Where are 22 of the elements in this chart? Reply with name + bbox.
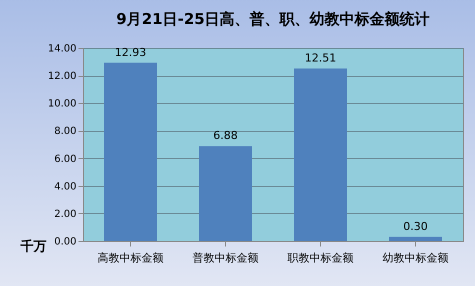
x-tick-label: 职教中标金额: [288, 252, 354, 264]
y-axis-title: 千万: [20, 238, 46, 254]
y-tick-label: 8.00: [54, 126, 76, 138]
x-tick-label: 高教中标金额: [98, 252, 164, 264]
y-tick-label: 12.00: [48, 71, 76, 82]
bar: [389, 236, 442, 241]
bar: [199, 146, 252, 241]
y-tick-label: 0.00: [54, 236, 76, 248]
y-tick-label: 6.00: [54, 154, 76, 165]
y-tick-label: 2.00: [54, 208, 76, 220]
data-label: 6.88: [213, 129, 238, 142]
x-tick-label: 普教中标金额: [192, 252, 258, 264]
chart-title: 9月21日-25日高、普、职、幼教中标金额统计: [116, 10, 430, 28]
bar: [294, 68, 347, 241]
data-label: 12.51: [304, 52, 336, 65]
data-label: 12.93: [114, 46, 146, 59]
y-tick-label: 14.00: [48, 44, 76, 54]
data-label: 0.30: [403, 220, 428, 233]
y-tick-label: 4.00: [54, 181, 76, 192]
y-tick-label: 10.00: [48, 98, 76, 110]
x-tick-label: 幼教中标金额: [382, 252, 448, 264]
bar: [104, 62, 157, 241]
